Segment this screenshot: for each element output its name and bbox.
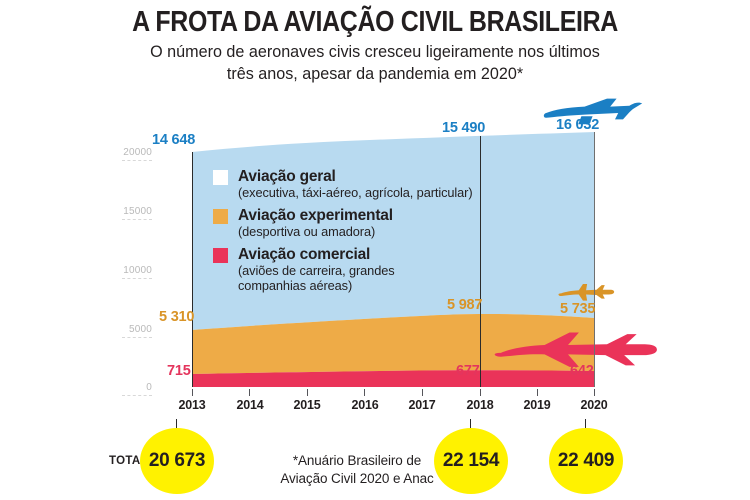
page-title: A FROTA DA AVIAÇÃO CIVIL BRASILEIRA	[132, 6, 618, 38]
x-axis-label-2013: 2013	[178, 398, 206, 412]
y-tick-label: 0	[146, 382, 152, 393]
value-label-comercial-2013: 715	[167, 363, 191, 379]
bubble-stem-2013	[176, 419, 178, 428]
value-label-comercial-2020: 642	[570, 363, 594, 379]
reference-line-2020	[594, 132, 596, 387]
legend-sublabel: (desportiva ou amadora)	[238, 224, 376, 239]
x-tick	[422, 389, 423, 396]
chart-legend: Aviação geral (executiva, táxi-aéreo, ag…	[213, 168, 473, 300]
legend-label: Aviação experimental	[238, 207, 393, 224]
total-bubble-2020[interactable]: 22 409	[549, 428, 623, 494]
value-label-geral-2020: 16 032	[556, 117, 600, 133]
x-tick	[307, 389, 308, 396]
value-label-experimental-2020: 5 735	[560, 301, 596, 317]
bubble-stem-2020	[585, 419, 587, 428]
white-square-swatch-icon	[213, 170, 228, 185]
x-axis-label-2016: 2016	[351, 398, 379, 412]
reference-line-2018	[480, 136, 482, 387]
pink-square-swatch-icon	[213, 248, 228, 263]
y-tick-label: 20000	[123, 147, 152, 158]
legend-sublabel-line-1: (aviões de carreira, grandes	[238, 263, 395, 278]
x-tick	[594, 389, 595, 396]
legend-label: Aviação geral	[238, 168, 336, 185]
x-tick	[249, 389, 250, 396]
legend-label: Aviação comercial	[238, 246, 371, 263]
source-line-2: Aviação Civil 2020 e Anac	[280, 471, 434, 486]
x-axis-label-2019: 2019	[523, 398, 551, 412]
x-tick	[364, 389, 365, 396]
value-label-experimental-2013: 5 310	[159, 309, 195, 325]
legend-item-aviacao-comercial[interactable]: Aviação comercial (aviões de carreira, g…	[213, 246, 472, 293]
legend-item-aviacao-geral[interactable]: Aviação geral (executiva, táxi-aéreo, ag…	[213, 168, 473, 200]
area-aviacao-experimental	[192, 313, 595, 374]
value-label-experimental-2018: 5 987	[447, 297, 483, 313]
x-axis-label-2018: 2018	[466, 398, 494, 412]
source-line-1: *Anuário Brasileiro de	[292, 453, 422, 468]
orange-square-swatch-icon	[213, 209, 228, 224]
x-axis-label-2014: 2014	[236, 398, 264, 412]
y-tick-dash	[122, 219, 152, 220]
y-tick-dash	[122, 278, 152, 279]
subtitle-line-1: O número de aeronaves civis cresceu lige…	[150, 42, 600, 61]
x-tick	[192, 389, 193, 396]
y-tick-dash	[122, 337, 152, 338]
reference-line-2013	[192, 152, 194, 387]
area-aviacao-geral	[192, 132, 595, 330]
value-label-comercial-2018: 677	[456, 363, 480, 379]
value-label-geral-2013: 14 648	[152, 132, 196, 148]
x-axis-label-2017: 2017	[408, 398, 436, 412]
commercial-jet-icon	[494, 332, 657, 367]
area-aviacao-comercial	[192, 370, 595, 387]
propeller-plane-icon	[558, 284, 615, 301]
total-bubble-2018[interactable]: 22 154	[434, 428, 508, 494]
total-label: TOTAL	[109, 455, 148, 467]
y-tick-label: 5000	[128, 324, 152, 335]
x-tick	[480, 389, 481, 396]
page-subtitle: O número de aeronaves civis cresceu lige…	[109, 41, 641, 85]
y-tick-label: 10000	[123, 265, 152, 276]
legend-sublabel: (executiva, táxi-aéreo, agrícola, partic…	[238, 185, 473, 200]
total-bubble-2013[interactable]: 20 673	[140, 428, 214, 494]
bubble-stem-2018	[470, 419, 472, 428]
source-note: *Anuário Brasileiro de Aviação Civil 202…	[252, 452, 462, 488]
x-tick	[537, 389, 538, 396]
y-tick-dash	[122, 395, 152, 396]
y-tick-label: 15000	[123, 206, 152, 217]
subtitle-line-2: três anos, apesar da pandemia em 2020*	[226, 64, 524, 83]
x-axis-label-2020: 2020	[580, 398, 608, 412]
legend-item-aviacao-experimental[interactable]: Aviação experimental (desportiva ou amad…	[213, 207, 472, 239]
value-label-geral-2018: 15 490	[442, 120, 486, 136]
y-tick-dash	[122, 160, 152, 161]
x-axis-label-2015: 2015	[293, 398, 321, 412]
legend-sublabel-line-2: companhias aéreas)	[238, 278, 353, 293]
